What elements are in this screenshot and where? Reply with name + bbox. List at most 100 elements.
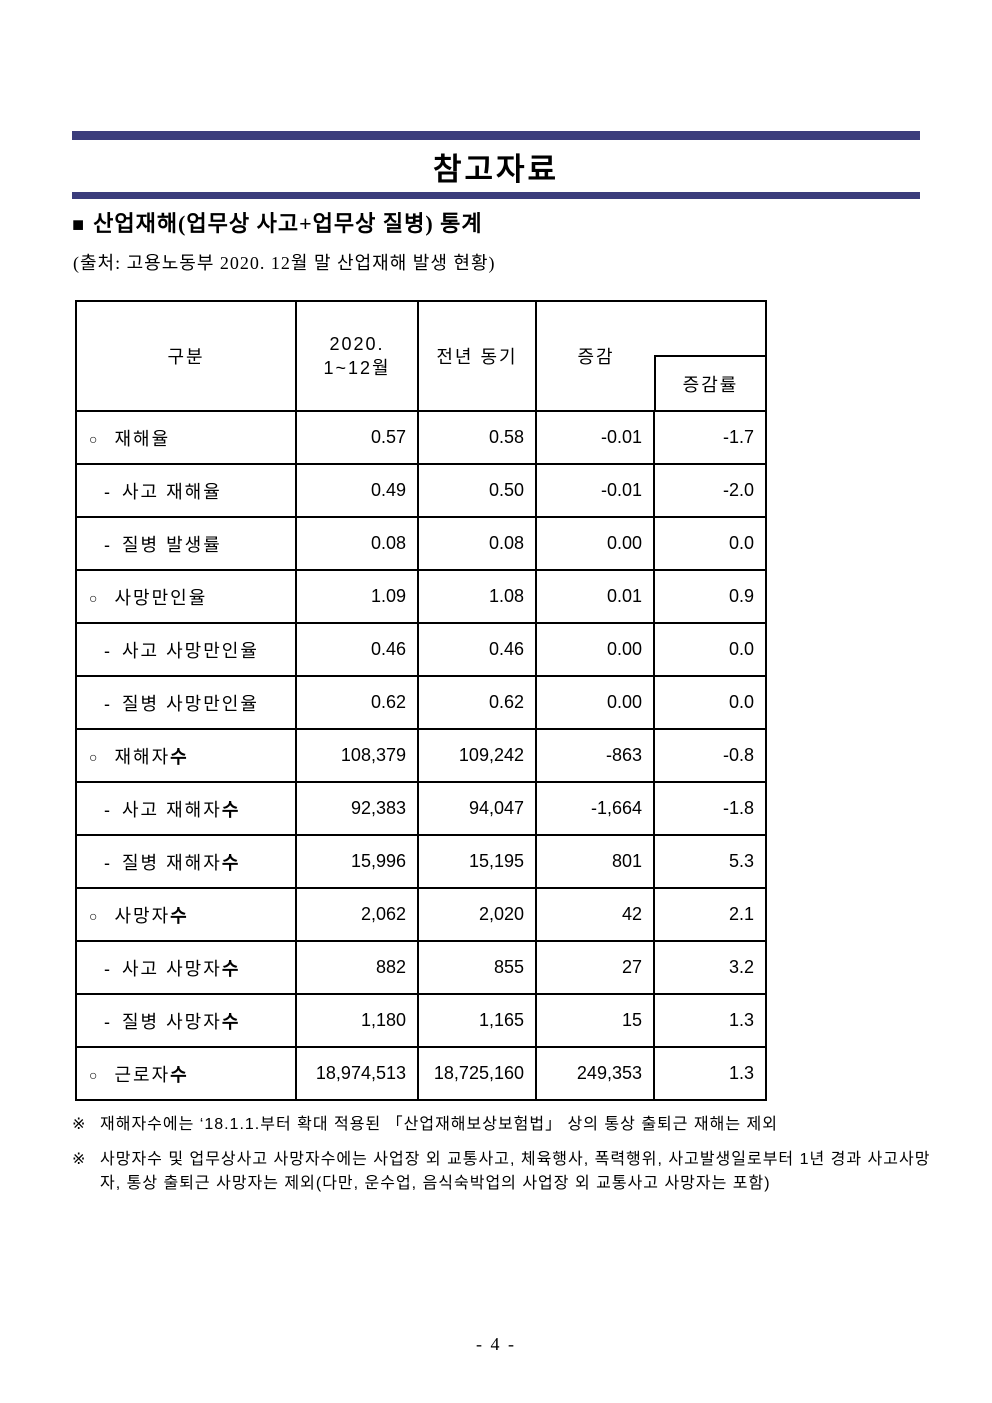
- value-diff-rate: 2.1: [653, 887, 767, 942]
- table-row: - 사고 재해자수 92,383 94,047 -1,664 -1.8: [75, 781, 767, 836]
- header-diff: 증감: [577, 347, 615, 367]
- dash-marker: -: [104, 640, 112, 661]
- table-header-row: 구분 2020. 1~12월 전년 동기 증감 증감률: [75, 300, 767, 412]
- value-2020: 2,062: [295, 887, 419, 942]
- value-diff: -0.01: [535, 463, 655, 518]
- value-diff: -0.01: [535, 410, 655, 465]
- value-2020: 0.57: [295, 410, 419, 465]
- header-2020-line2: 1~12월: [323, 358, 391, 378]
- header-diff-merged: 증감 증감률: [535, 300, 767, 412]
- row-label: - 질병 사망자수: [75, 993, 297, 1048]
- value-diff: 0.00: [535, 516, 655, 571]
- value-prev-year: 2,020: [417, 887, 537, 942]
- dash-marker: -: [104, 534, 112, 555]
- value-diff-rate: 3.2: [653, 940, 767, 995]
- table-row: - 사고 재해율 0.49 0.50 -0.01 -2.0: [75, 463, 767, 518]
- table-row: - 사고 사망만인율 0.46 0.46 0.00 0.0: [75, 622, 767, 677]
- row-label: - 질병 발생률: [75, 516, 297, 571]
- footnotes: ※ 재해자수에는 ‘18.1.1.부터 확대 적용된 「산업재해보상보험법」 상…: [72, 1113, 938, 1207]
- row-label: - 사고 사망만인율: [75, 622, 297, 677]
- value-prev-year: 109,242: [417, 728, 537, 783]
- section-heading-text: 산업재해(업무상 사고+업무상 질병) 통계: [93, 211, 483, 236]
- stats-table: 구분 2020. 1~12월 전년 동기 증감 증감률 ○ 재해율 0.57 0.…: [75, 300, 767, 1101]
- dash-marker: -: [104, 799, 112, 820]
- value-2020: 18,974,513: [295, 1046, 419, 1101]
- dash-marker: -: [104, 1011, 112, 1032]
- value-2020: 1.09: [295, 569, 419, 624]
- table-row: ○ 사망만인율 1.09 1.08 0.01 0.9: [75, 569, 767, 624]
- value-2020: 1,180: [295, 993, 419, 1048]
- value-diff: 0.01: [535, 569, 655, 624]
- row-label: - 사고 사망자수: [75, 940, 297, 995]
- value-diff-rate: 0.0: [653, 516, 767, 571]
- table-row: - 질병 발생률 0.08 0.08 0.00 0.0: [75, 516, 767, 571]
- circle-marker: ○: [89, 1066, 100, 1083]
- value-diff-rate: 1.3: [653, 993, 767, 1048]
- value-diff: 801: [535, 834, 655, 889]
- value-diff-rate: 0.9: [653, 569, 767, 624]
- header-2020-line1: 2020.: [329, 333, 385, 354]
- top-rule: [72, 131, 920, 140]
- page-number: - 4 -: [476, 1334, 516, 1354]
- value-prev-year: 0.50: [417, 463, 537, 518]
- square-bullet-icon: ■: [72, 214, 86, 236]
- value-2020: 882: [295, 940, 419, 995]
- table-row: - 질병 사망만인율 0.62 0.62 0.00 0.0: [75, 675, 767, 730]
- value-diff-rate: 1.3: [653, 1046, 767, 1101]
- value-diff: 0.00: [535, 622, 655, 677]
- circle-marker: ○: [89, 748, 100, 765]
- value-diff-rate: -0.8: [653, 728, 767, 783]
- circle-marker: ○: [89, 589, 100, 606]
- row-label: - 질병 재해자수: [75, 834, 297, 889]
- value-diff: 27: [535, 940, 655, 995]
- row-label: ○ 사망자수: [75, 887, 297, 942]
- row-label: - 질병 사망만인율: [75, 675, 297, 730]
- table-row: ○ 사망자수 2,062 2,020 42 2.1: [75, 887, 767, 942]
- source-line: (출처: 고용노동부 2020. 12월 말 산업재해 발생 현황): [73, 253, 496, 273]
- value-2020: 108,379: [295, 728, 419, 783]
- value-diff: 15: [535, 993, 655, 1048]
- footnote-text: 사망자수 및 업무상사고 사망자수에는 사업장 외 교통사고, 체육행사, 폭력…: [100, 1151, 931, 1192]
- value-prev-year: 855: [417, 940, 537, 995]
- row-label: ○ 사망만인율: [75, 569, 297, 624]
- value-2020: 0.46: [295, 622, 419, 677]
- footnote-text: 재해자수에는 ‘18.1.1.부터 확대 적용된 「산업재해보상보험법」 상의 …: [100, 1116, 778, 1133]
- value-prev-year: 0.46: [417, 622, 537, 677]
- value-prev-year: 94,047: [417, 781, 537, 836]
- table-row: - 사고 사망자수 882 855 27 3.2: [75, 940, 767, 995]
- value-diff-rate: 0.0: [653, 675, 767, 730]
- value-diff: -863: [535, 728, 655, 783]
- value-prev-year: 18,725,160: [417, 1046, 537, 1101]
- row-label: ○ 근로자수: [75, 1046, 297, 1101]
- value-2020: 0.62: [295, 675, 419, 730]
- value-prev-year: 0.58: [417, 410, 537, 465]
- reference-mark-icon: ※: [72, 1116, 87, 1133]
- header-prev-year: 전년 동기: [417, 300, 537, 412]
- header-diff-rate: 증감률: [654, 355, 765, 410]
- value-diff: 0.00: [535, 675, 655, 730]
- value-prev-year: 1,165: [417, 993, 537, 1048]
- bottom-rule: [72, 192, 920, 199]
- value-diff: 42: [535, 887, 655, 942]
- table-row: ○ 재해율 0.57 0.58 -0.01 -1.7: [75, 410, 767, 465]
- row-label: ○ 재해율: [75, 410, 297, 465]
- row-label: - 사고 재해율: [75, 463, 297, 518]
- footnote: ※ 재해자수에는 ‘18.1.1.부터 확대 적용된 「산업재해보상보험법」 상…: [72, 1113, 938, 1137]
- value-prev-year: 1.08: [417, 569, 537, 624]
- table-row: - 질병 재해자수 15,996 15,195 801 5.3: [75, 834, 767, 889]
- footnote: ※ 사망자수 및 업무상사고 사망자수에는 사업장 외 교통사고, 체육행사, …: [72, 1148, 938, 1196]
- dash-marker: -: [104, 852, 112, 873]
- header-2020-period: 2020. 1~12월: [295, 300, 419, 412]
- value-diff-rate: -1.8: [653, 781, 767, 836]
- value-diff-rate: 5.3: [653, 834, 767, 889]
- row-label: ○ 재해자수: [75, 728, 297, 783]
- value-diff-rate: -2.0: [653, 463, 767, 518]
- value-diff: 249,353: [535, 1046, 655, 1101]
- header-category: 구분: [75, 300, 297, 412]
- value-2020: 15,996: [295, 834, 419, 889]
- circle-marker: ○: [89, 430, 100, 447]
- value-diff-rate: 0.0: [653, 622, 767, 677]
- row-label: - 사고 재해자수: [75, 781, 297, 836]
- section-heading: ■ 산업재해(업무상 사고+업무상 질병) 통계: [72, 206, 483, 238]
